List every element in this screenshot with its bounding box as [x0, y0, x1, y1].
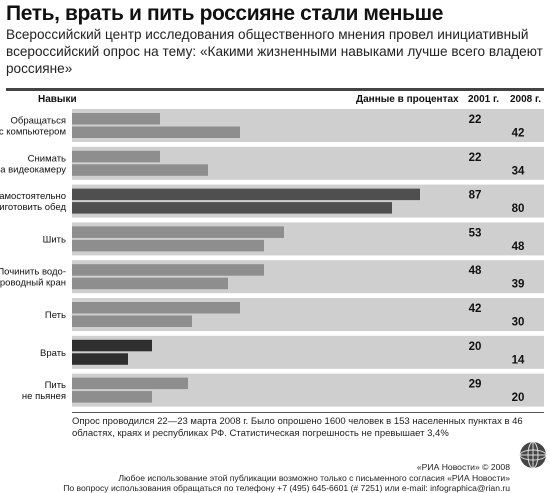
- header-rule: [6, 88, 544, 91]
- category-label: Петь: [45, 310, 66, 321]
- value-label-2008: 48: [512, 241, 525, 253]
- category-label: Обращаться: [11, 116, 66, 127]
- value-label-2001: 87: [469, 190, 482, 202]
- value-label-2001: 42: [469, 303, 482, 315]
- value-label-2001: 20: [469, 341, 482, 353]
- column-header-year1: 2001 г.: [468, 94, 499, 105]
- bar-2008: [72, 277, 228, 290]
- value-label-2008: 14: [512, 354, 525, 366]
- category-label: с компьютером: [0, 127, 66, 138]
- survey-note: Опрос проводился 22—23 марта 2008 г. Был…: [72, 416, 523, 439]
- ria-novosti-globe-icon: [519, 441, 547, 469]
- category-label: на видеокамеру: [0, 164, 66, 175]
- bar-2008: [72, 126, 240, 138]
- value-label-2001: 48: [469, 265, 482, 277]
- bar-2001: [72, 377, 188, 390]
- value-label-2008: 42: [512, 128, 525, 140]
- chart-title: Петь, врать и пить россияне стали меньше: [6, 2, 443, 25]
- bar-2008: [72, 202, 392, 214]
- bar-2008: [72, 315, 192, 327]
- footer-rule: [72, 412, 544, 413]
- credit-line: «РИА Новости» © 2008: [416, 462, 510, 472]
- category-label: не пьянея: [22, 391, 66, 402]
- column-header-skills: Навыки: [38, 94, 77, 105]
- category-label: Починить водо-: [0, 267, 66, 278]
- bar-2001: [72, 264, 264, 276]
- bar-2008: [72, 353, 128, 365]
- column-header-data: Данные в процентах: [356, 94, 459, 105]
- category-label: Пить: [45, 380, 66, 391]
- bar-2008: [72, 391, 152, 403]
- bar-2008: [72, 164, 208, 176]
- bar-2008: [72, 239, 264, 252]
- value-label-2001: 29: [469, 379, 482, 391]
- value-label-2001: 22: [469, 152, 482, 164]
- value-label-2008: 20: [512, 392, 525, 404]
- bar-2001: [72, 339, 152, 352]
- category-label: приготовить обед: [0, 202, 66, 213]
- value-label-2001: 53: [469, 227, 482, 239]
- value-label-2008: 39: [512, 279, 525, 291]
- bar-2001: [72, 113, 160, 125]
- bar-2001: [72, 226, 284, 238]
- column-header-year2: 2008 г.: [510, 94, 541, 105]
- category-label: Самостоятельно: [0, 191, 66, 202]
- credits: «РИА Новости» © 2008 Любое использование…: [63, 462, 510, 493]
- bar-2001: [72, 150, 160, 163]
- category-label: проводный кран: [0, 278, 66, 289]
- bar-2001: [72, 188, 420, 201]
- value-label-2008: 34: [512, 165, 525, 177]
- category-label: Снимать: [28, 153, 66, 164]
- value-label-2008: 80: [512, 203, 525, 215]
- category-label: Шить: [43, 234, 66, 245]
- bar-2001: [72, 302, 240, 314]
- value-label-2008: 30: [512, 317, 525, 329]
- credit-line: По вопросу использования обращаться по т…: [63, 483, 510, 493]
- value-label-2001: 22: [469, 114, 482, 126]
- category-label: Врать: [40, 348, 66, 359]
- chart-subtitle: Всероссийский центр исследования обществ…: [6, 27, 543, 76]
- credit-line: Любое использование этой публикации возм…: [118, 472, 510, 483]
